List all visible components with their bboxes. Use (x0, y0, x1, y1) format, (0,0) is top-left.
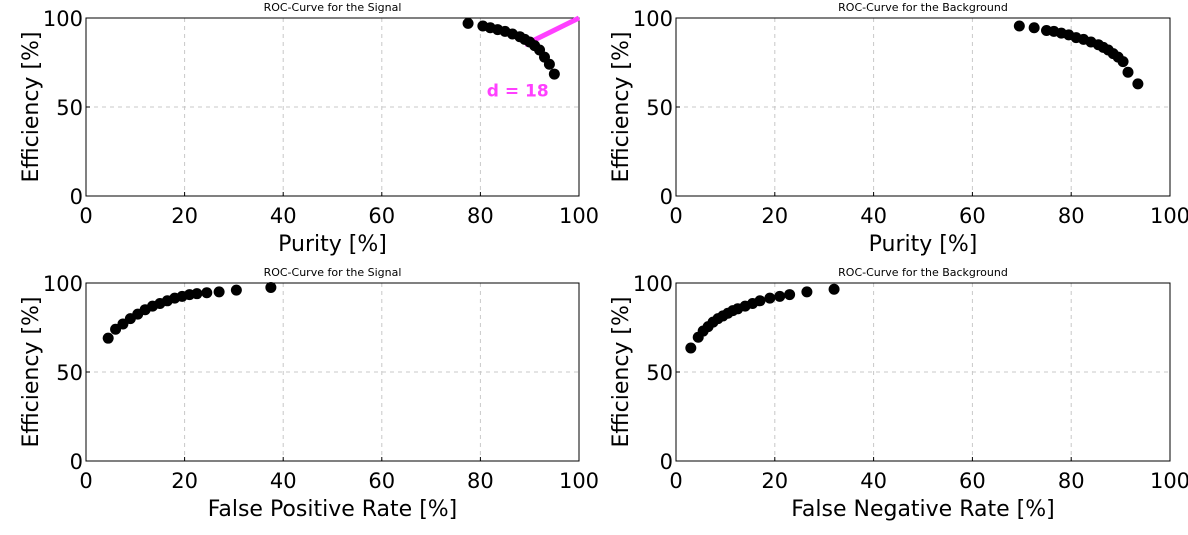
y-tick-label: 0 (660, 450, 673, 474)
y-tick-label: 100 (43, 7, 83, 31)
x-tick-label: 40 (270, 469, 297, 493)
x-axis-label: Purity [%] (869, 232, 978, 257)
x-tick-label: 20 (761, 204, 788, 228)
x-tick-label: 60 (368, 469, 395, 493)
x-tick-label: 100 (559, 469, 599, 493)
data-point (774, 290, 786, 302)
data-point (784, 289, 796, 301)
x-tick-label: 20 (171, 469, 198, 493)
data-point (102, 332, 114, 344)
data-point (828, 283, 840, 295)
data-point (462, 17, 474, 29)
y-tick-label: 0 (70, 185, 83, 209)
x-axis-label: False Positive Rate [%] (208, 497, 458, 522)
x-tick-label: 20 (171, 204, 198, 228)
x-tick-label: 60 (959, 469, 986, 493)
chart-panel-3: 0 20 40 60 80 100 0 50 100 ROC-Curve for the Sign… (19, 266, 599, 522)
y-tick-label: 50 (646, 361, 673, 385)
x-tick-label: 100 (1150, 469, 1188, 493)
x-tick-label: 100 (559, 204, 599, 228)
y-axis-label: Efficiency [%] (609, 31, 634, 182)
data-point (754, 295, 766, 307)
chart-title: ROC-Curve for the Background (838, 266, 1008, 279)
data-point (230, 284, 242, 296)
data-point (265, 281, 277, 293)
y-tick-label: 50 (646, 96, 673, 120)
x-tick-label: 0 (669, 204, 682, 228)
x-tick-label: 0 (79, 469, 92, 493)
chart-panel-2: 0 20 40 60 80 100 0 50 100 ROC-Curve for the Back… (609, 1, 1188, 257)
y-tick-label: 0 (660, 185, 673, 209)
x-tick-label: 40 (270, 204, 297, 228)
data-point (1117, 56, 1129, 68)
chart-panel-4: 0 20 40 60 80 100 0 50 100 ROC-Curve for the Back… (609, 266, 1188, 522)
data-point (1122, 66, 1134, 78)
y-tick-label: 50 (56, 361, 83, 385)
y-tick-label: 0 (70, 450, 83, 474)
y-axis-label: Efficiency [%] (19, 296, 44, 447)
x-tick-label: 80 (467, 204, 494, 228)
y-tick-label: 100 (633, 7, 673, 31)
chart-title: ROC-Curve for the Signal (264, 1, 402, 14)
data-point (1028, 22, 1040, 34)
x-axis-label: Purity [%] (278, 232, 387, 257)
x-tick-label: 60 (368, 204, 395, 228)
data-point (1013, 20, 1025, 32)
data-point (1132, 78, 1144, 90)
y-axis-label: Efficiency [%] (609, 296, 634, 447)
data-point (801, 286, 813, 298)
y-tick-label: 50 (56, 96, 83, 120)
data-point (764, 292, 776, 304)
data-point (201, 287, 213, 299)
y-tick-label: 100 (633, 272, 673, 296)
chart-panel-1: 0 20 40 60 80 100 0 50 100 ROC-Curve for the Sign… (19, 1, 599, 257)
x-tick-label: 40 (860, 204, 887, 228)
data-point (548, 68, 560, 80)
x-tick-label: 0 (79, 204, 92, 228)
x-tick-label: 40 (860, 469, 887, 493)
data-point (543, 58, 555, 70)
distance-label: d = 18 (487, 82, 549, 102)
x-tick-label: 0 (669, 469, 682, 493)
x-tick-label: 60 (959, 204, 986, 228)
x-axis-label: False Negative Rate [%] (791, 497, 1054, 522)
x-tick-label: 80 (1058, 204, 1085, 228)
x-tick-label: 80 (467, 469, 494, 493)
y-tick-label: 100 (43, 272, 83, 296)
x-tick-label: 100 (1150, 204, 1188, 228)
x-tick-label: 20 (761, 469, 788, 493)
data-point (213, 286, 225, 298)
x-tick-label: 80 (1058, 469, 1085, 493)
data-point (685, 342, 697, 354)
chart-title: ROC-Curve for the Background (838, 1, 1008, 14)
chart-title: ROC-Curve for the Signal (264, 266, 402, 279)
data-point (191, 288, 203, 300)
y-axis-label: Efficiency [%] (19, 31, 44, 182)
